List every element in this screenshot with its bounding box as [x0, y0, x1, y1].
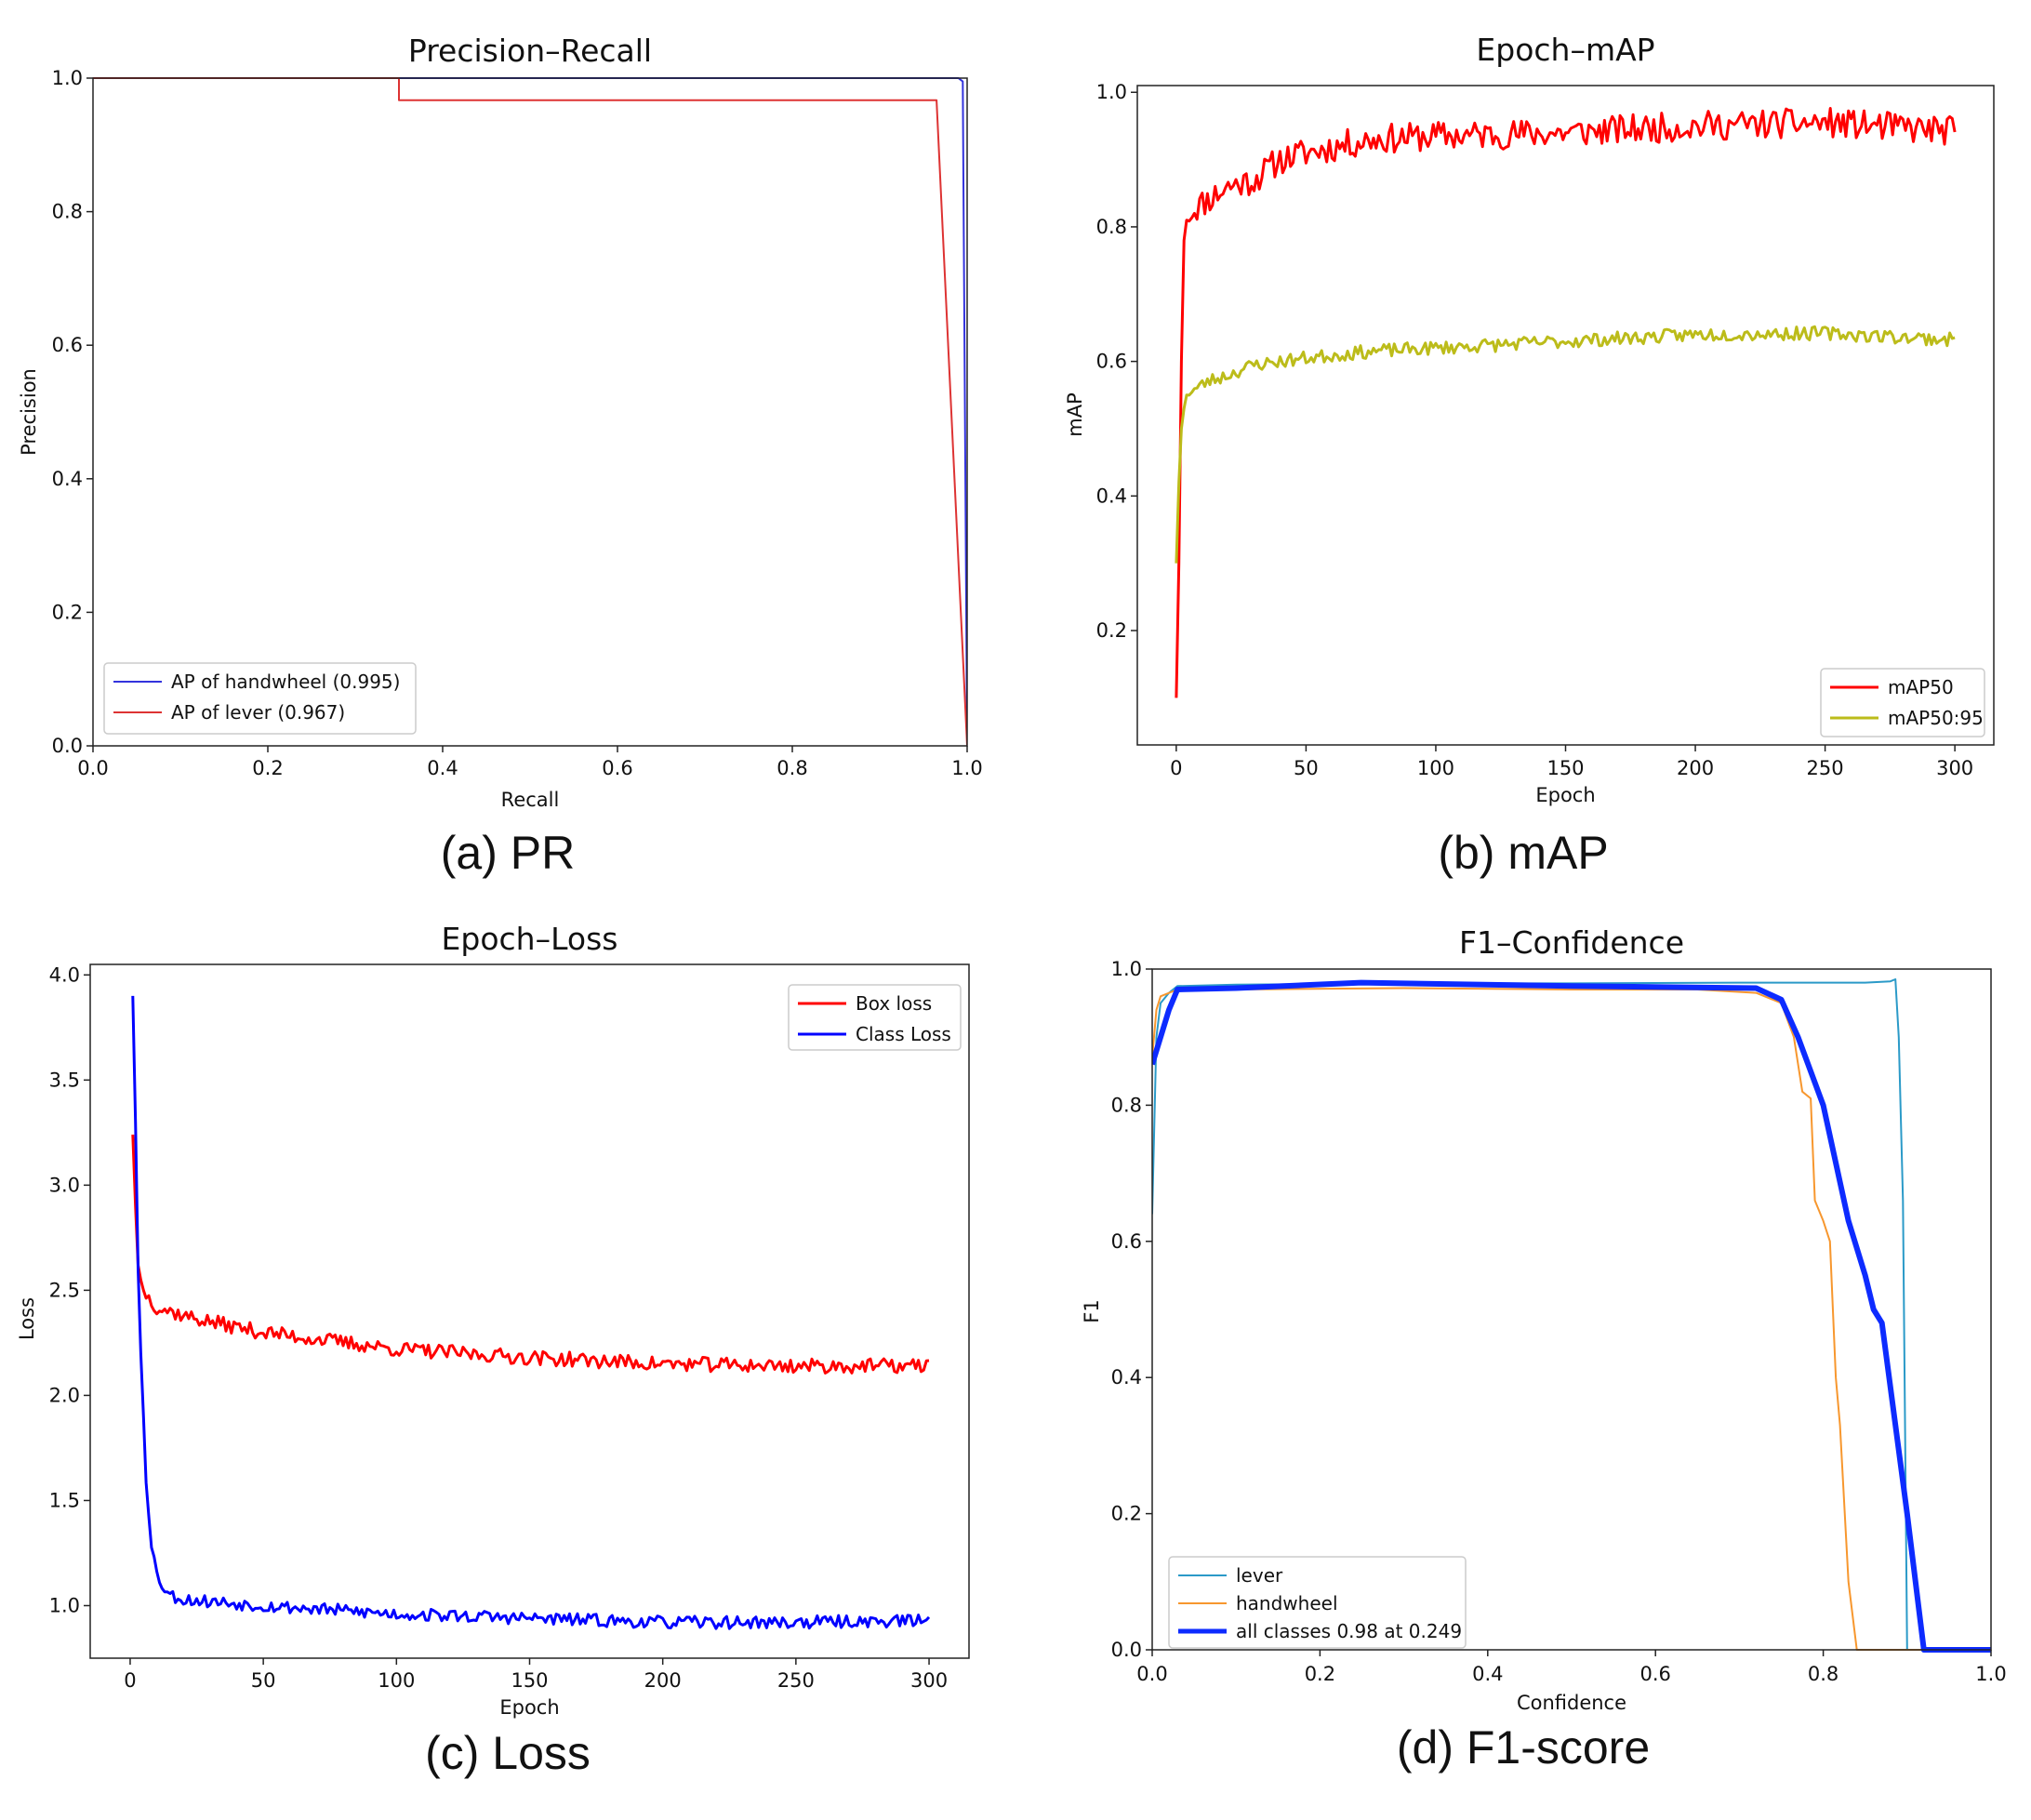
- loss-chart: Epoch–Loss 0 50 100 150 200 250 300 1.0 1.5 2.0 2.5…: [16, 921, 970, 1719]
- pr-ytick-label: 0.8: [52, 201, 83, 223]
- map-xtick-label: 100: [1417, 757, 1454, 779]
- pr-legend-label: AP of lever (0.967): [171, 701, 345, 724]
- map-series-2-line: [1175, 325, 1956, 564]
- f1-ytick-label: 0.6: [1111, 1230, 1142, 1253]
- map-legend-label: mAP50: [1888, 676, 1954, 698]
- pr-ytick-label: 0.2: [52, 601, 83, 623]
- pr-xtick-label: 1.0: [951, 757, 982, 779]
- pr-xtick-label: 0.8: [777, 757, 807, 779]
- loss-ytick-label: 4.0: [49, 963, 80, 986]
- map-xtick-label: 300: [1936, 757, 1973, 779]
- loss-xtick-label: 300: [910, 1669, 948, 1692]
- map-xtick-label: 50: [1294, 757, 1319, 779]
- map-legend-box: [1820, 668, 1985, 737]
- loss-plot-frame: [89, 963, 970, 1659]
- f1-legend-box: [1168, 1556, 1467, 1649]
- f1-ytick-label: 0.8: [1111, 1094, 1142, 1116]
- loss-ytick-label: 1.5: [49, 1489, 80, 1511]
- panel-f1: F1–Confidence 0.0 0.2 0.4 0.6 0.8 1.0 0.0 0.2 0.4…: [1016, 910, 2031, 1819]
- loss-caption: (c) Loss: [425, 1727, 591, 1779]
- pr-ytick-label: 0.4: [52, 468, 83, 490]
- f1-plot-frame: [1151, 968, 1992, 1651]
- f1-ytick-label: 1.0: [1111, 958, 1142, 980]
- map-ytick-label: 0.6: [1096, 351, 1127, 373]
- map-ylabel: mAP: [1064, 392, 1086, 437]
- map-ytick-label: 0.4: [1096, 485, 1127, 507]
- loss-legend-label: Box loss: [856, 992, 932, 1015]
- map-plot-frame: [1136, 85, 1995, 746]
- pr-ytick-label: 1.0: [52, 67, 83, 89]
- map-caption: (b) mAP: [1438, 827, 1609, 879]
- f1-xtick-label: 0.4: [1472, 1663, 1503, 1685]
- pr-ytick-label: 0.0: [52, 735, 83, 757]
- pr-legend-label: AP of handwheel (0.995): [171, 671, 400, 693]
- loss-series-2-line: [131, 995, 931, 1630]
- f1-xtick-label: 0.6: [1639, 1663, 1670, 1685]
- f1-series-1-line: [1152, 978, 1991, 1651]
- map-ytick-label: 0.8: [1096, 216, 1127, 238]
- f1-title: F1–Confidence: [1459, 924, 1684, 961]
- map-xtick-label: 0: [1170, 757, 1182, 779]
- f1-series-2-line: [1152, 987, 1991, 1651]
- pr-title: Precision–Recall: [408, 33, 652, 69]
- pr-ylabel: Precision: [18, 368, 40, 456]
- loss-ylabel: Loss: [16, 1297, 38, 1340]
- map-xtick-label: 150: [1546, 757, 1584, 779]
- f1-xtick-label: 0.8: [1808, 1663, 1839, 1685]
- pr-legend-box: [103, 662, 417, 735]
- f1-caption: (d) F1-score: [1396, 1721, 1651, 1774]
- loss-ytick-label: 1.0: [49, 1594, 80, 1616]
- f1-legend-label: handwheel: [1236, 1592, 1338, 1614]
- loss-xtick-label: 200: [644, 1669, 682, 1692]
- loss-title: Epoch–Loss: [442, 921, 618, 957]
- map-series-1-line: [1175, 107, 1957, 698]
- f1-ylabel: F1: [1081, 1299, 1103, 1322]
- pr-series-1-line: [93, 77, 967, 747]
- map-xtick-label: 200: [1677, 757, 1714, 779]
- f1-xtick-label: 0.0: [1136, 1663, 1167, 1685]
- pr-ytick-label: 0.6: [52, 334, 83, 356]
- f1-series-3-line: [1152, 979, 1991, 1653]
- panel-map: Epoch–mAP 0 50 100 150 200 250 300 0.2 0.4 0.6 0.8 1…: [1016, 0, 2031, 910]
- panel-loss: Epoch–Loss 0 50 100 150 200 250 300 1.0 1.5 2.0 2.5…: [0, 910, 1016, 1819]
- f1-legend-label: lever: [1236, 1564, 1283, 1587]
- f1-xlabel: Confidence: [1517, 1692, 1626, 1714]
- pr-xtick-label: 0.0: [77, 757, 108, 779]
- map-chart: Epoch–mAP 0 50 100 150 200 250 300 0.2 0.4 0.6 0.8 1…: [1064, 32, 1995, 806]
- f1-legend-label: all classes 0.98 at 0.249: [1236, 1620, 1462, 1642]
- pr-xtick-label: 0.2: [252, 757, 283, 779]
- map-xtick-label: 250: [1807, 757, 1844, 779]
- f1-ytick-label: 0.4: [1111, 1366, 1142, 1388]
- loss-xtick-label: 250: [777, 1669, 815, 1692]
- loss-ytick-label: 2.0: [49, 1384, 80, 1406]
- pr-xlabel: Recall: [501, 789, 560, 811]
- map-title: Epoch–mAP: [1476, 32, 1654, 68]
- loss-xtick-label: 150: [511, 1669, 548, 1692]
- loss-ytick-label: 2.5: [49, 1279, 80, 1301]
- pr-caption: (a) PR: [440, 827, 576, 879]
- f1-xtick-label: 0.2: [1305, 1663, 1335, 1685]
- pr-xtick-label: 0.4: [427, 757, 458, 779]
- loss-xtick-label: 50: [251, 1669, 276, 1692]
- map-legend-label: mAP50:95: [1888, 707, 1984, 729]
- map-ytick-label: 0.2: [1096, 619, 1127, 642]
- f1-ytick-label: 0.2: [1111, 1503, 1142, 1525]
- pr-xtick-label: 0.6: [602, 757, 632, 779]
- map-xlabel: Epoch: [1535, 784, 1595, 806]
- loss-ytick-label: 3.5: [49, 1069, 80, 1091]
- loss-series-1-line: [131, 1135, 930, 1375]
- f1-ytick-label: 0.0: [1111, 1639, 1142, 1661]
- pr-series-2-line: [93, 77, 967, 747]
- map-ytick-label: 1.0: [1096, 81, 1127, 103]
- loss-legend-label: Class Loss: [856, 1023, 951, 1045]
- loss-ytick-label: 3.0: [49, 1174, 80, 1196]
- loss-xlabel: Epoch: [499, 1696, 559, 1719]
- f1-xtick-label: 1.0: [1975, 1663, 2006, 1685]
- loss-xtick-label: 0: [124, 1669, 136, 1692]
- panel-pr: Precision–Recall 0.0 0.2 0.4 0.6 0.8 1.0 0.0 0.2…: [0, 0, 1016, 910]
- f1-chart: F1–Confidence 0.0 0.2 0.4 0.6 0.8 1.0 0.0 0.2 0.4…: [1081, 924, 2007, 1714]
- loss-xtick-label: 100: [378, 1669, 415, 1692]
- pr-chart: Precision–Recall 0.0 0.2 0.4 0.6 0.8 1.0 0.0 0.2…: [18, 33, 983, 811]
- pr-plot-frame: [92, 77, 968, 747]
